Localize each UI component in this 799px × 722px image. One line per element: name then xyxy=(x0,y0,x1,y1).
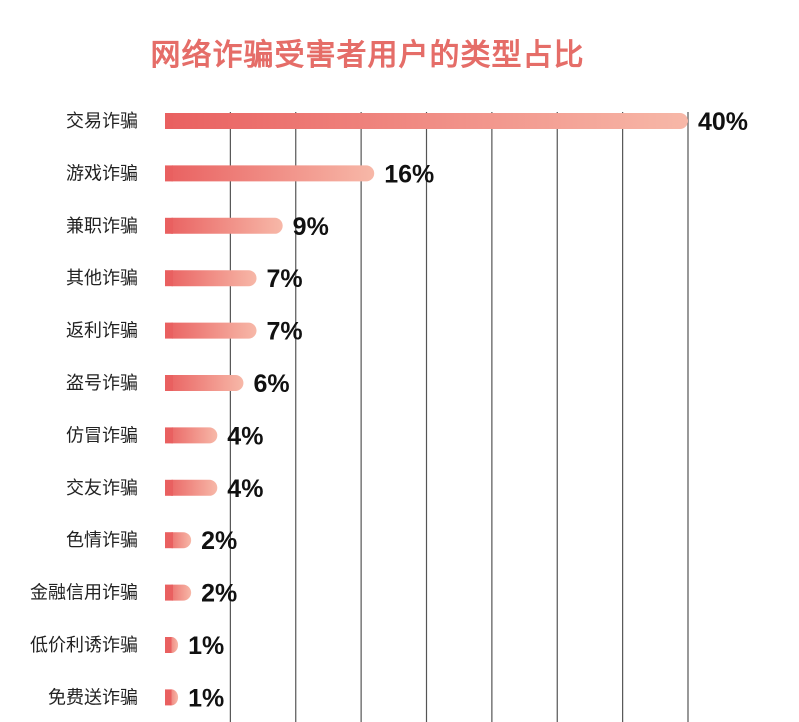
bar-left-edge xyxy=(165,532,173,549)
category-label: 交易诈骗 xyxy=(66,111,138,132)
grid-lines xyxy=(229,112,689,722)
chart-title: 网络诈骗受害者用户的类型占比 xyxy=(150,38,585,73)
bar-left-edge xyxy=(165,217,173,234)
bar xyxy=(165,165,375,182)
category-label: 返利诈骗 xyxy=(66,321,138,342)
value-labels: 40% 16% 9% 7% 7% 6% 4% 4% 2% 2% 1% 1% xyxy=(188,108,748,712)
category-label: 仿冒诈骗 xyxy=(66,425,138,446)
value-label: 9% xyxy=(293,213,329,241)
bar-left-edge xyxy=(165,375,173,391)
category-label: 交友诈骗 xyxy=(66,478,138,499)
value-label: 40% xyxy=(698,108,748,136)
category-label: 免费送诈骗 xyxy=(48,687,138,708)
bar xyxy=(165,375,244,391)
bar xyxy=(165,427,218,444)
bars xyxy=(165,113,688,706)
value-label: 2% xyxy=(201,580,237,608)
bar-left-edge xyxy=(165,584,173,601)
bar-left-edge xyxy=(165,113,173,129)
bar xyxy=(165,322,257,339)
category-label: 其他诈骗 xyxy=(66,268,138,289)
value-label: 4% xyxy=(227,475,263,503)
category-label: 游戏诈骗 xyxy=(66,163,138,184)
bar xyxy=(165,270,257,287)
value-label: 6% xyxy=(253,370,289,398)
value-label: 2% xyxy=(201,527,237,555)
bar-left-edge xyxy=(165,165,173,182)
value-label: 7% xyxy=(267,318,303,346)
bar-left-edge xyxy=(165,689,172,706)
bar-left-edge xyxy=(165,637,172,653)
value-label: 16% xyxy=(384,160,434,188)
bar-left-edge xyxy=(165,270,173,287)
value-label: 7% xyxy=(267,265,303,293)
value-label: 1% xyxy=(188,684,224,712)
bar xyxy=(165,113,688,129)
value-label: 4% xyxy=(227,422,263,450)
bar-left-edge xyxy=(165,427,173,444)
category-label: 低价利诱诈骗 xyxy=(30,635,138,656)
value-label: 1% xyxy=(188,632,224,660)
category-label: 色情诈骗 xyxy=(66,530,138,551)
category-label: 兼职诈骗 xyxy=(66,216,138,237)
bar xyxy=(165,479,218,496)
bar-left-edge xyxy=(165,479,173,496)
category-label: 盗号诈骗 xyxy=(66,373,138,394)
category-labels: 交易诈骗游戏诈骗兼职诈骗其他诈骗返利诈骗盗号诈骗仿冒诈骗交友诈骗色情诈骗金融信用… xyxy=(30,111,138,708)
bar-left-edge xyxy=(165,322,173,339)
category-label: 金融信用诈骗 xyxy=(30,583,138,604)
bar xyxy=(165,217,283,234)
